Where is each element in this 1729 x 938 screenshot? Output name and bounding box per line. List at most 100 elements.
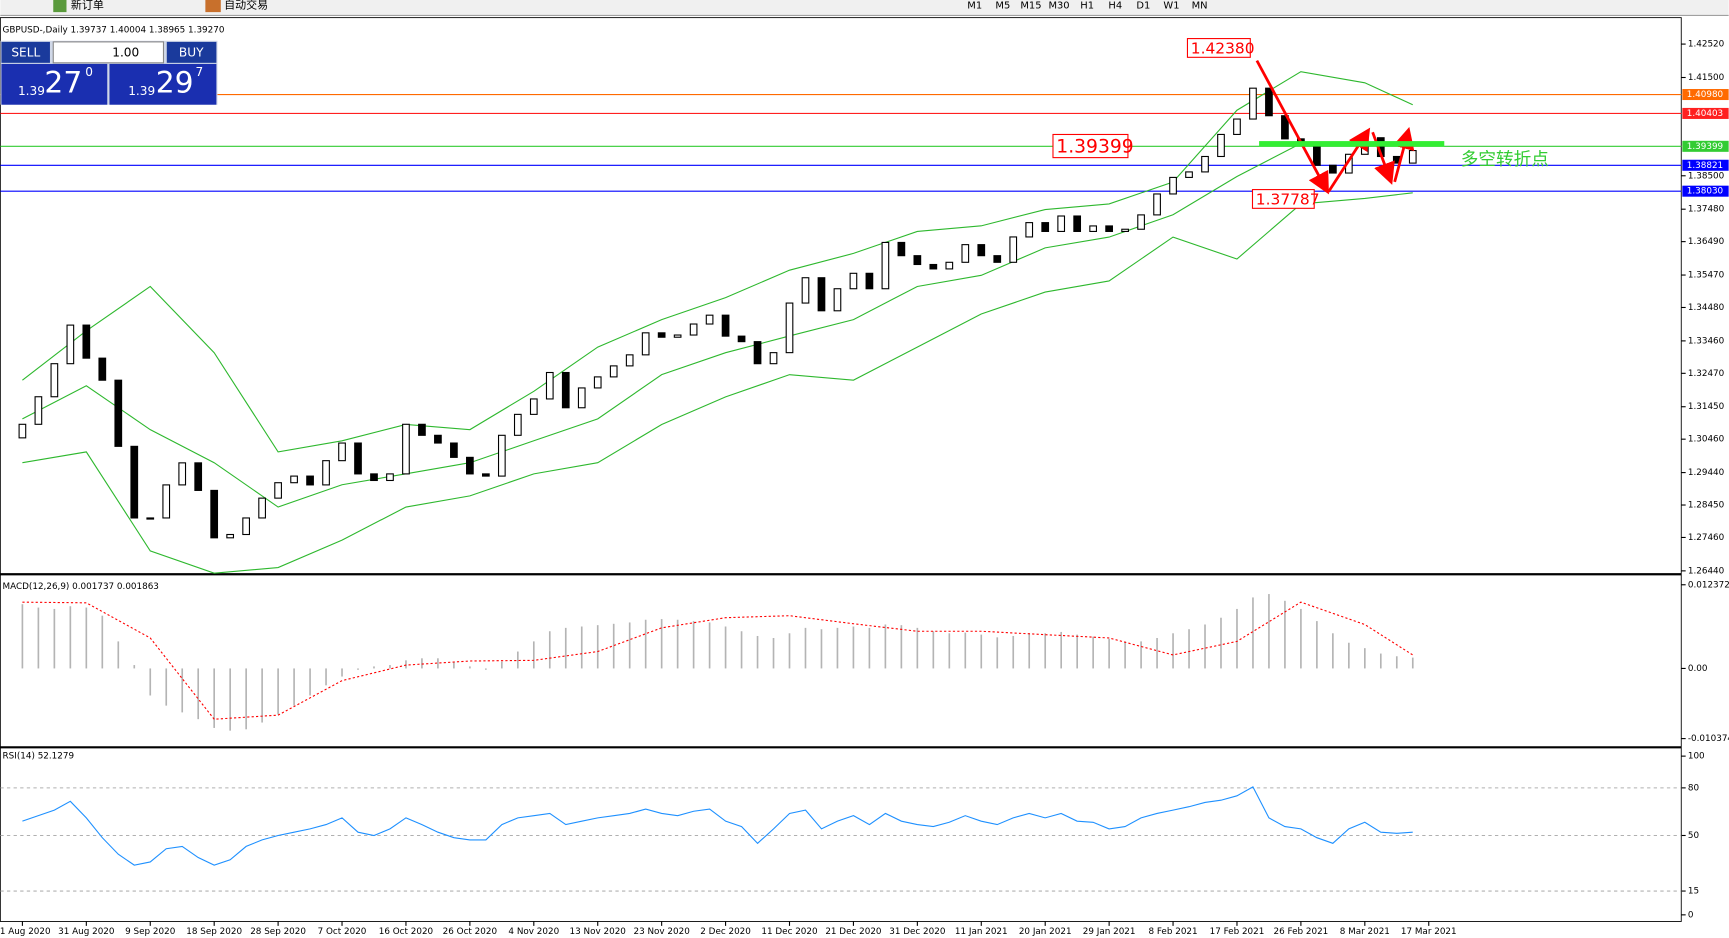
timeframe-button[interactable]: M5 xyxy=(995,1,1010,12)
candle xyxy=(609,365,618,378)
candle xyxy=(178,462,187,486)
x-tick-label: 31 Aug 2020 xyxy=(58,927,115,937)
candle xyxy=(1057,215,1066,232)
x-tick-label: 9 Sep 2020 xyxy=(125,927,176,937)
candle xyxy=(529,398,538,415)
candle xyxy=(482,473,490,477)
candle xyxy=(1153,193,1161,216)
candle xyxy=(1185,171,1193,178)
annotation: 1.39399 xyxy=(1056,137,1133,158)
candle xyxy=(929,263,938,270)
x-tick-label: 20 Jan 2021 xyxy=(1019,927,1072,937)
level-tag xyxy=(1682,89,1729,101)
timeframe-button[interactable]: MN xyxy=(1192,1,1208,12)
y-tick-label: 1.30460 xyxy=(1688,435,1725,445)
y-tick-label: 1.31450 xyxy=(1688,402,1725,412)
buy-button[interactable] xyxy=(166,41,217,63)
y-tick-label: 80 xyxy=(1688,783,1700,793)
candle xyxy=(450,442,458,458)
candle xyxy=(561,371,570,409)
bollinger-band xyxy=(22,71,1413,453)
y-tick-label: 1.26440 xyxy=(1688,566,1725,576)
toolbar xyxy=(0,0,1729,16)
candle xyxy=(1233,118,1241,135)
timeframe-button[interactable]: D1 xyxy=(1136,1,1150,12)
lots-value[interactable]: 1.00 xyxy=(112,45,139,59)
timeframe-button[interactable]: M15 xyxy=(1020,1,1041,12)
new-order-button[interactable]: 新订单 xyxy=(71,0,104,12)
candle xyxy=(1105,225,1113,232)
timeframe-button[interactable]: W1 xyxy=(1163,1,1179,12)
timeframe-button[interactable]: M1 xyxy=(967,1,982,12)
y-tick-label: 1.28450 xyxy=(1688,501,1725,511)
y-tick-label: 15 xyxy=(1688,887,1699,897)
new-order-icon[interactable] xyxy=(53,0,67,13)
timeframe-button[interactable]: M30 xyxy=(1048,1,1069,12)
auto-trading-button[interactable]: 自动交易 xyxy=(224,0,268,12)
y-tick-label: 0.00 xyxy=(1688,664,1708,674)
candle xyxy=(354,442,362,475)
annotation: 1.42380 xyxy=(1191,40,1255,58)
buy-big-figure: 1.39 xyxy=(128,84,155,98)
y-tick-label: 1.36490 xyxy=(1688,237,1725,247)
candle xyxy=(1073,215,1082,232)
arrow xyxy=(1255,59,1329,195)
candle xyxy=(801,277,810,304)
y-tick-label: 1.37480 xyxy=(1688,205,1725,215)
buy-label[interactable]: BUY xyxy=(179,45,204,59)
level-tag-label: 1.40980 xyxy=(1687,90,1724,100)
buy-pips: 29 xyxy=(156,65,194,100)
turning-point-bar xyxy=(1259,141,1445,147)
sell-label[interactable]: SELL xyxy=(11,45,40,59)
rsi-line xyxy=(22,786,1413,866)
candle xyxy=(545,371,554,400)
candle xyxy=(210,489,219,539)
annotation-box xyxy=(1186,38,1251,58)
x-tick-label: 11 Jan 2021 xyxy=(955,927,1008,937)
candle xyxy=(370,473,378,482)
candle xyxy=(1329,164,1337,174)
y-tick-label: 50 xyxy=(1688,831,1700,841)
y-tick-label: 1.29440 xyxy=(1688,468,1725,478)
buy-price-box[interactable] xyxy=(109,63,217,105)
sell-price-box[interactable] xyxy=(1,63,108,105)
y-tick-label: 0.012372 xyxy=(1688,580,1729,590)
candle xyxy=(1313,144,1321,166)
auto-trading-icon[interactable] xyxy=(205,0,221,13)
level-tag xyxy=(1682,107,1729,119)
candle xyxy=(114,379,123,447)
timeframe-button[interactable]: H1 xyxy=(1080,1,1094,12)
lots-input[interactable] xyxy=(52,41,165,64)
signal-line xyxy=(22,601,1414,720)
candle xyxy=(338,442,346,462)
x-tick-label: 29 Jan 2021 xyxy=(1083,927,1136,937)
candle xyxy=(977,244,986,257)
candle xyxy=(418,423,426,436)
candle xyxy=(881,241,890,290)
sell-button[interactable] xyxy=(1,41,50,63)
candle xyxy=(497,434,506,477)
x-tick-label: 26 Feb 2021 xyxy=(1274,927,1329,937)
candle xyxy=(1281,115,1289,140)
candle xyxy=(98,357,107,381)
pane-title: MACD(12,26,9) 0.001737 0.001863 xyxy=(3,582,159,592)
x-tick-label: 8 Feb 2021 xyxy=(1148,927,1197,937)
x-tick-label: 11 Dec 2020 xyxy=(761,927,818,937)
candle xyxy=(1089,225,1098,232)
x-tick-label: 31 Dec 2020 xyxy=(889,927,946,937)
chart-frame xyxy=(0,17,1682,922)
pane-title: GBPUSD-,Daily 1.39737 1.40004 1.38965 1.… xyxy=(3,25,225,35)
y-tick-label: 1.38500 xyxy=(1688,171,1725,181)
sell-big-figure: 1.39 xyxy=(18,84,45,98)
candle xyxy=(833,288,842,312)
candle xyxy=(306,475,314,486)
timeframe-button[interactable]: H4 xyxy=(1108,1,1122,12)
level-tag xyxy=(1682,140,1729,152)
x-tick-label: 28 Sep 2020 xyxy=(250,927,306,937)
candle xyxy=(945,261,954,270)
candle xyxy=(577,387,586,409)
candle xyxy=(290,475,298,484)
bollinger-band xyxy=(22,142,1413,508)
buy-fraction: 7 xyxy=(195,65,203,79)
